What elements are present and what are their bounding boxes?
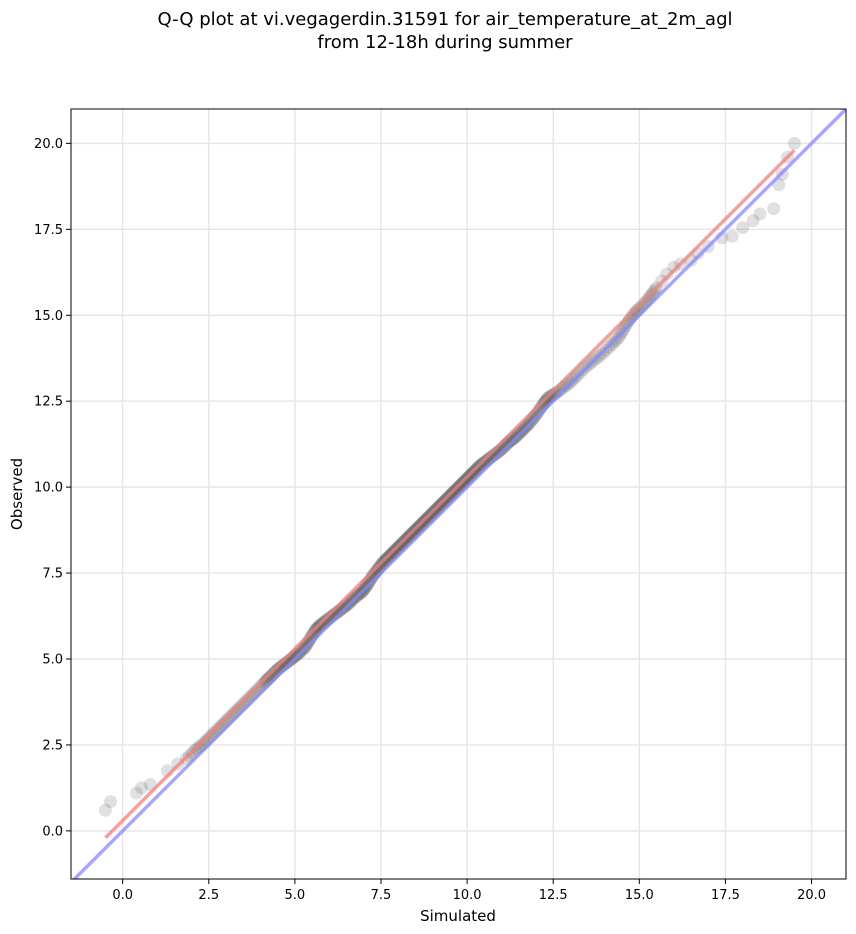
x-axis-label: Simulated — [420, 907, 496, 925]
x-tick-label: 10.0 — [453, 888, 482, 903]
quantile-point — [129, 786, 143, 800]
quantile-point — [135, 781, 149, 795]
quantile-point — [787, 136, 801, 150]
chart-title: Q-Q plot at vi.vegagerdin.31591 for air_… — [0, 8, 856, 54]
plot-frame — [70, 108, 847, 880]
chart-title-line-2: from 12-18h during summer — [317, 32, 573, 53]
quantile-point — [104, 795, 118, 809]
y-tick-label: 2.5 — [42, 738, 63, 753]
fit-line — [104, 149, 796, 839]
y-tick-label: 7.5 — [42, 567, 63, 582]
y-tick-label: 20.0 — [34, 137, 63, 152]
quantile-point — [725, 229, 739, 243]
x-tick-label: 17.5 — [711, 888, 740, 903]
y-tick-label: 12.5 — [34, 395, 63, 410]
x-tick-label: 15.0 — [625, 888, 654, 903]
x-tick-label: 2.5 — [198, 888, 219, 903]
y-tick-label: 10.0 — [34, 481, 63, 496]
x-tick-label: 0.0 — [112, 888, 133, 903]
data-layer — [71, 109, 846, 879]
quantile-point — [98, 803, 112, 817]
quantile-point — [767, 202, 781, 216]
y-tick-label: 0.0 — [42, 824, 63, 839]
x-tick-label: 20.0 — [797, 888, 826, 903]
identity-line — [71, 109, 846, 879]
grid — [71, 109, 846, 879]
quantile-point — [753, 207, 767, 221]
x-tick-label: 12.5 — [539, 888, 568, 903]
quantile-point — [736, 221, 750, 235]
x-tick-label: 5.0 — [285, 888, 306, 903]
x-tick-label: 7.5 — [371, 888, 392, 903]
x-axis: 0.0 2.5 5.0 7.5 10.0 12.5 15.0 17.5 20.0 — [112, 879, 826, 903]
y-axis: 0.0 2.5 5.0 7.5 10.0 12.5 15.0 17.5 20.0 — [34, 137, 71, 839]
y-axis-label: Observed — [8, 458, 26, 530]
y-tick-label: 15.0 — [34, 309, 63, 324]
quantile-point — [746, 214, 760, 228]
quantile-point — [660, 267, 674, 281]
y-tick-label: 17.5 — [34, 223, 63, 238]
y-tick-label: 5.0 — [42, 653, 63, 668]
quantile-point — [667, 260, 681, 274]
chart-title-line-1: Q-Q plot at vi.vegagerdin.31591 for air_… — [157, 9, 733, 30]
